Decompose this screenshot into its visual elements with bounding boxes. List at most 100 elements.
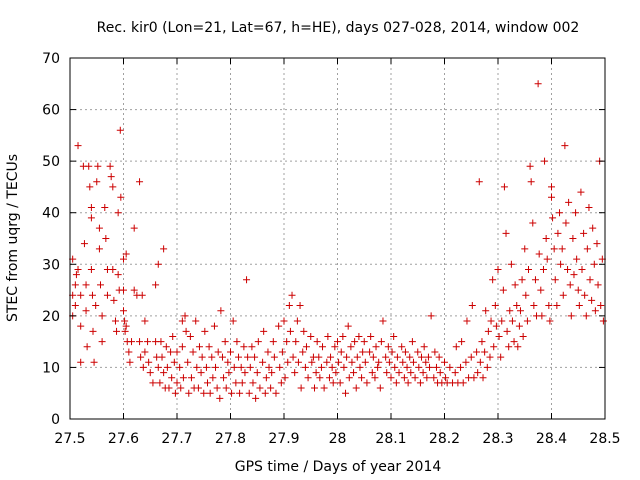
data-point bbox=[566, 281, 574, 289]
data-point bbox=[554, 229, 562, 237]
data-point bbox=[167, 348, 175, 356]
data-point bbox=[419, 369, 427, 377]
data-point bbox=[193, 363, 201, 371]
data-point bbox=[407, 369, 415, 377]
data-point bbox=[265, 363, 273, 371]
data-point bbox=[206, 389, 214, 397]
data-point bbox=[94, 162, 102, 170]
data-point bbox=[403, 363, 411, 371]
data-point bbox=[82, 307, 90, 315]
data-point bbox=[371, 374, 379, 382]
data-point bbox=[398, 343, 406, 351]
data-point bbox=[270, 353, 278, 361]
data-point bbox=[245, 389, 253, 397]
data-point bbox=[184, 358, 192, 366]
data-point bbox=[86, 183, 94, 191]
data-point bbox=[468, 302, 476, 310]
data-point bbox=[420, 343, 428, 351]
data-point bbox=[416, 379, 424, 387]
data-point bbox=[481, 348, 489, 356]
data-point bbox=[502, 229, 510, 237]
data-point bbox=[187, 374, 195, 382]
data-point bbox=[109, 183, 117, 191]
data-point bbox=[315, 353, 323, 361]
data-point bbox=[431, 348, 439, 356]
x-tick-label: 28 bbox=[329, 431, 347, 447]
y-tick-label: 0 bbox=[51, 412, 60, 428]
data-point bbox=[408, 338, 416, 346]
data-point bbox=[467, 353, 475, 361]
data-point bbox=[89, 327, 97, 335]
data-point bbox=[107, 173, 115, 181]
grid-layer bbox=[70, 58, 605, 419]
data-point bbox=[238, 379, 246, 387]
data-point bbox=[374, 363, 382, 371]
data-point bbox=[235, 353, 243, 361]
data-point bbox=[388, 348, 396, 356]
data-point bbox=[342, 389, 350, 397]
data-point bbox=[387, 374, 395, 382]
data-point bbox=[280, 317, 288, 325]
data-point bbox=[95, 224, 103, 232]
data-point bbox=[113, 327, 121, 335]
data-point bbox=[294, 358, 302, 366]
data-point bbox=[323, 358, 331, 366]
data-point bbox=[441, 358, 448, 366]
data-point bbox=[87, 265, 95, 273]
data-point bbox=[192, 317, 200, 325]
data-point bbox=[278, 348, 286, 356]
data-point bbox=[432, 363, 440, 371]
data-point bbox=[240, 343, 248, 351]
y-tick-label: 40 bbox=[42, 206, 60, 222]
data-point bbox=[459, 379, 467, 387]
data-point bbox=[209, 374, 217, 382]
data-point bbox=[324, 332, 332, 340]
data-point bbox=[384, 343, 392, 351]
data-point bbox=[356, 363, 364, 371]
data-point bbox=[117, 193, 125, 201]
data-point bbox=[110, 296, 118, 304]
data-point bbox=[475, 178, 483, 186]
data-point bbox=[367, 332, 375, 340]
data-point bbox=[310, 384, 318, 392]
data-point bbox=[430, 374, 438, 382]
data-point bbox=[85, 162, 93, 170]
data-point bbox=[417, 353, 425, 361]
data-point bbox=[411, 374, 419, 382]
data-point bbox=[92, 302, 100, 310]
data-point bbox=[353, 353, 361, 361]
data-point bbox=[228, 389, 236, 397]
data-point bbox=[178, 343, 186, 351]
data-point bbox=[490, 343, 498, 351]
data-point bbox=[358, 374, 366, 382]
data-point bbox=[300, 327, 308, 335]
data-point bbox=[71, 281, 79, 289]
data-point bbox=[351, 338, 359, 346]
data-point bbox=[71, 302, 79, 310]
data-point bbox=[406, 353, 414, 361]
data-point bbox=[120, 255, 127, 263]
data-point bbox=[404, 379, 412, 387]
data-point bbox=[550, 245, 558, 253]
data-point bbox=[74, 265, 82, 273]
data-point bbox=[251, 353, 259, 361]
data-point bbox=[169, 332, 177, 340]
data-point bbox=[581, 291, 589, 299]
data-point bbox=[423, 374, 431, 382]
data-point bbox=[136, 178, 144, 186]
data-point bbox=[489, 276, 497, 284]
data-point bbox=[230, 363, 238, 371]
data-point bbox=[368, 369, 376, 377]
data-point bbox=[141, 317, 149, 325]
data-point bbox=[181, 312, 189, 320]
data-point bbox=[510, 338, 518, 346]
data-point bbox=[165, 384, 173, 392]
tick-layer: 27.5 27.6 27.7 27.8 27.9 28 28.1 28.2 28.3 28.4 28… bbox=[42, 51, 620, 447]
data-point bbox=[98, 338, 106, 346]
data-point bbox=[72, 271, 80, 279]
data-point bbox=[201, 327, 209, 335]
data-point bbox=[424, 353, 432, 361]
data-point bbox=[125, 348, 133, 356]
data-point bbox=[360, 338, 368, 346]
